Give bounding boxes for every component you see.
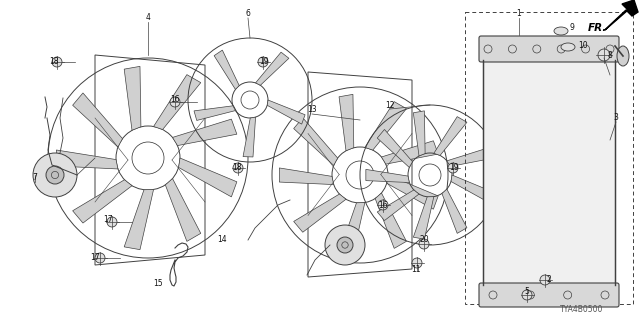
Polygon shape [375, 193, 406, 248]
Polygon shape [72, 180, 132, 223]
Polygon shape [451, 175, 492, 202]
Polygon shape [255, 52, 289, 85]
Text: 18: 18 [49, 58, 59, 67]
Circle shape [419, 239, 429, 249]
Text: 1: 1 [516, 10, 522, 19]
FancyBboxPatch shape [479, 283, 619, 307]
Polygon shape [339, 203, 365, 256]
Text: FR.: FR. [588, 23, 607, 33]
Circle shape [233, 163, 243, 173]
Text: 14: 14 [217, 236, 227, 244]
Circle shape [540, 275, 550, 285]
Ellipse shape [554, 27, 568, 35]
Circle shape [170, 97, 180, 107]
Circle shape [33, 153, 77, 197]
Polygon shape [124, 66, 141, 130]
Polygon shape [381, 141, 438, 164]
Polygon shape [413, 111, 425, 156]
Text: 2: 2 [547, 276, 552, 284]
Circle shape [448, 163, 458, 173]
Polygon shape [214, 50, 239, 89]
Text: 10: 10 [578, 41, 588, 50]
Text: 17: 17 [103, 215, 113, 225]
Circle shape [258, 57, 268, 67]
Circle shape [107, 217, 117, 227]
Text: 17: 17 [90, 253, 100, 262]
Text: 19: 19 [449, 164, 459, 172]
Bar [465, 12, 633, 304]
Polygon shape [124, 189, 154, 250]
Text: 4: 4 [145, 13, 150, 22]
Polygon shape [173, 119, 237, 146]
Polygon shape [56, 150, 118, 169]
Text: 8: 8 [607, 51, 612, 60]
Polygon shape [279, 168, 333, 185]
Circle shape [412, 258, 422, 268]
Ellipse shape [617, 46, 629, 66]
Text: 9: 9 [570, 23, 575, 33]
Text: TYA4B0500: TYA4B0500 [560, 306, 604, 315]
Text: 13: 13 [307, 106, 317, 115]
Polygon shape [72, 93, 122, 147]
Text: 12: 12 [385, 100, 395, 109]
Polygon shape [366, 169, 410, 182]
Circle shape [325, 225, 365, 265]
Circle shape [95, 253, 105, 263]
Ellipse shape [561, 43, 575, 51]
Polygon shape [194, 106, 236, 120]
Text: 16: 16 [170, 95, 180, 105]
Text: 19: 19 [259, 58, 269, 67]
Polygon shape [294, 194, 346, 232]
Circle shape [46, 166, 64, 184]
Text: 6: 6 [246, 10, 250, 19]
Polygon shape [447, 148, 492, 166]
Polygon shape [605, 0, 638, 30]
Text: 7: 7 [33, 173, 37, 182]
Text: 16: 16 [378, 201, 388, 210]
Text: 20: 20 [419, 236, 429, 244]
Polygon shape [154, 75, 201, 130]
Polygon shape [365, 102, 406, 150]
Polygon shape [434, 116, 467, 156]
FancyBboxPatch shape [479, 36, 619, 62]
Text: 3: 3 [614, 114, 618, 123]
Polygon shape [442, 189, 467, 233]
Polygon shape [179, 158, 237, 197]
Polygon shape [267, 100, 305, 124]
Polygon shape [377, 130, 412, 167]
Polygon shape [413, 197, 434, 239]
Text: 5: 5 [525, 287, 529, 297]
Polygon shape [243, 117, 255, 157]
Polygon shape [339, 94, 354, 151]
Circle shape [337, 237, 353, 253]
Text: 18: 18 [232, 164, 242, 172]
Circle shape [522, 290, 532, 300]
Circle shape [52, 57, 62, 67]
Circle shape [598, 49, 610, 61]
Bar [483, 38, 615, 293]
Polygon shape [387, 175, 438, 209]
Polygon shape [377, 190, 419, 220]
Circle shape [378, 200, 388, 210]
Text: 15: 15 [153, 278, 163, 287]
Text: 11: 11 [412, 266, 420, 275]
Polygon shape [165, 179, 201, 241]
Polygon shape [294, 118, 338, 165]
